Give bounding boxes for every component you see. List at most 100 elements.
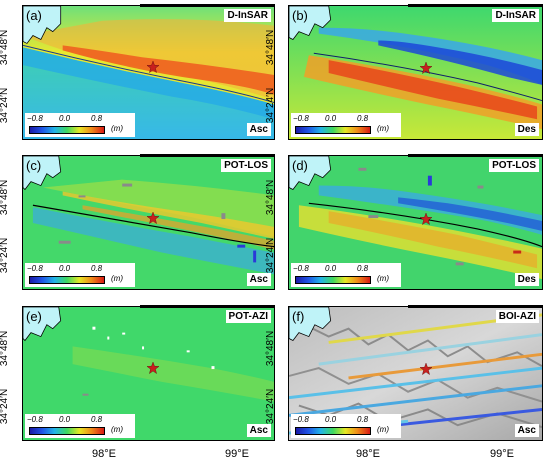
- scale-bar: [140, 154, 275, 157]
- colorbar-gradient: [29, 276, 105, 284]
- track-label: Asc: [246, 424, 271, 437]
- x-tick-left: 98°E: [356, 448, 380, 460]
- epicenter-star-icon: [420, 62, 432, 74]
- colorbar-gradient: [295, 276, 371, 284]
- panel-f: (f) BOI-AZI Asc −0.8 0.0 0.8 (m): [288, 306, 543, 441]
- track-label: Des: [514, 273, 539, 286]
- scale-bar: [408, 4, 543, 7]
- panel-frame: (c) POT-LOS Asc −0.8 0.0 0.8 (m): [22, 155, 275, 290]
- panel-c: (c) POT-LOS Asc −0.8 0.0 0.8 (m): [22, 155, 275, 290]
- scale-bar: [140, 305, 275, 308]
- colorbar-legend: −0.8 0.0 0.8 (m): [291, 113, 401, 137]
- colorbar-max: 0.8: [91, 264, 103, 273]
- epicenter-star-icon: [420, 213, 432, 225]
- panel-frame: (a) D-InSAR Asc −0.8 0.0 0.8 (m): [22, 5, 275, 140]
- colorbar-legend: −0.8 0.0 0.8 (m): [25, 263, 135, 287]
- panel-title: POT-LOS: [221, 159, 271, 172]
- colorbar-unit: (m): [377, 124, 389, 133]
- lake-shape: [23, 307, 62, 342]
- colorbar-unit: (m): [111, 425, 123, 434]
- panel-label: (e): [26, 309, 42, 324]
- colorbar-gradient: [295, 126, 371, 134]
- colorbar-gradient: [29, 427, 105, 435]
- colorbar-mid: 0.0: [59, 415, 71, 424]
- panel-title: POT-LOS: [489, 159, 539, 172]
- panel-b: (b) D-InSAR Des −0.8 0.0 0.8 (m): [288, 5, 543, 140]
- colorbar-mid: 0.0: [325, 264, 337, 273]
- y-tick-upper: 34°48′N: [0, 330, 11, 367]
- panel-frame: (d) POT-LOS Des −0.8 0.0 0.8 (m): [288, 155, 543, 290]
- colorbar-legend: −0.8 0.0 0.8 (m): [25, 113, 135, 137]
- track-label: Asc: [246, 273, 271, 286]
- lake-shape: [23, 156, 62, 191]
- colorbar-legend: −0.8 0.0 0.8 (m): [25, 414, 135, 438]
- scale-bar: [140, 4, 275, 7]
- colorbar-min: −0.8: [293, 114, 309, 123]
- y-tick-upper: 34°48′N: [0, 179, 11, 216]
- colorbar-min: −0.8: [27, 415, 43, 424]
- colorbar-unit: (m): [377, 274, 389, 283]
- track-label: Des: [514, 123, 539, 136]
- y-tick-upper: 34°48′N: [265, 330, 277, 367]
- panel-frame: (f) BOI-AZI Asc −0.8 0.0 0.8 (m): [288, 306, 543, 441]
- y-tick-lower: 34°24′N: [0, 237, 11, 274]
- colorbar-max: 0.8: [357, 415, 369, 424]
- deformation-map: [289, 6, 542, 139]
- y-tick-lower: 34°24′N: [265, 388, 277, 425]
- colorbar-unit: (m): [111, 124, 123, 133]
- panel-frame: (b) D-InSAR Des −0.8 0.0 0.8 (m): [288, 5, 543, 140]
- deformation-map: [23, 156, 274, 289]
- panel-label: (d): [292, 158, 308, 173]
- colorbar-max: 0.8: [91, 114, 103, 123]
- epicenter-star-icon: [147, 362, 159, 374]
- scale-bar: [408, 154, 543, 157]
- panel-frame: (e) POT-AZI Asc −0.8 0.0 0.8 (m): [22, 306, 275, 441]
- panel-label: (b): [292, 8, 308, 23]
- colorbar-min: −0.8: [293, 264, 309, 273]
- epicenter-star-icon: [420, 363, 432, 375]
- panel-title: BOI-AZI: [495, 310, 539, 323]
- lake-shape: [289, 6, 332, 40]
- colorbar-mid: 0.0: [59, 114, 71, 123]
- colorbar-gradient: [29, 126, 105, 134]
- panel-label: (c): [26, 158, 42, 173]
- colorbar-max: 0.8: [91, 415, 103, 424]
- x-tick-left: 98°E: [92, 448, 116, 460]
- colorbar-min: −0.8: [293, 415, 309, 424]
- panel-a: (a) D-InSAR Asc −0.8 0.0 0.8 (m): [22, 5, 275, 140]
- epicenter-star-icon: [147, 61, 159, 73]
- y-tick-upper: 34°48′N: [265, 29, 277, 66]
- colorbar-unit: (m): [111, 274, 123, 283]
- colorbar-legend: −0.8 0.0 0.8 (m): [291, 263, 401, 287]
- colorbar-unit: (m): [377, 425, 389, 434]
- lake-shape: [23, 6, 62, 44]
- colorbar-mid: 0.0: [325, 114, 337, 123]
- colorbar-min: −0.8: [27, 114, 43, 123]
- lake-shape: [289, 307, 332, 341]
- x-tick-right: 99°E: [225, 448, 249, 460]
- epicenter-star-icon: [147, 212, 159, 224]
- panel-title: POT-AZI: [225, 310, 271, 323]
- track-label: Asc: [514, 424, 539, 437]
- y-tick-lower: 34°24′N: [265, 237, 277, 274]
- panel-title: D-InSAR: [224, 9, 271, 22]
- colorbar-max: 0.8: [357, 264, 369, 273]
- y-tick-upper: 34°48′N: [265, 179, 277, 216]
- scale-bar: [408, 305, 543, 308]
- y-tick-lower: 34°24′N: [0, 87, 11, 124]
- colorbar-min: −0.8: [27, 264, 43, 273]
- hillshade-map: [289, 307, 542, 440]
- panel-d: (d) POT-LOS Des −0.8 0.0 0.8 (m): [288, 155, 543, 290]
- colorbar-gradient: [295, 427, 371, 435]
- colorbar-mid: 0.0: [325, 415, 337, 424]
- lake-shape: [289, 156, 332, 190]
- x-tick-right: 99°E: [490, 448, 514, 460]
- track-label: Asc: [246, 123, 271, 136]
- colorbar-max: 0.8: [357, 114, 369, 123]
- y-tick-lower: 34°24′N: [0, 388, 11, 425]
- y-tick-lower: 34°24′N: [265, 87, 277, 124]
- panel-label: (a): [26, 8, 42, 23]
- panel-e: (e) POT-AZI Asc −0.8 0.0 0.8 (m): [22, 306, 275, 441]
- panel-title: D-InSAR: [492, 9, 539, 22]
- panel-label: (f): [292, 309, 305, 324]
